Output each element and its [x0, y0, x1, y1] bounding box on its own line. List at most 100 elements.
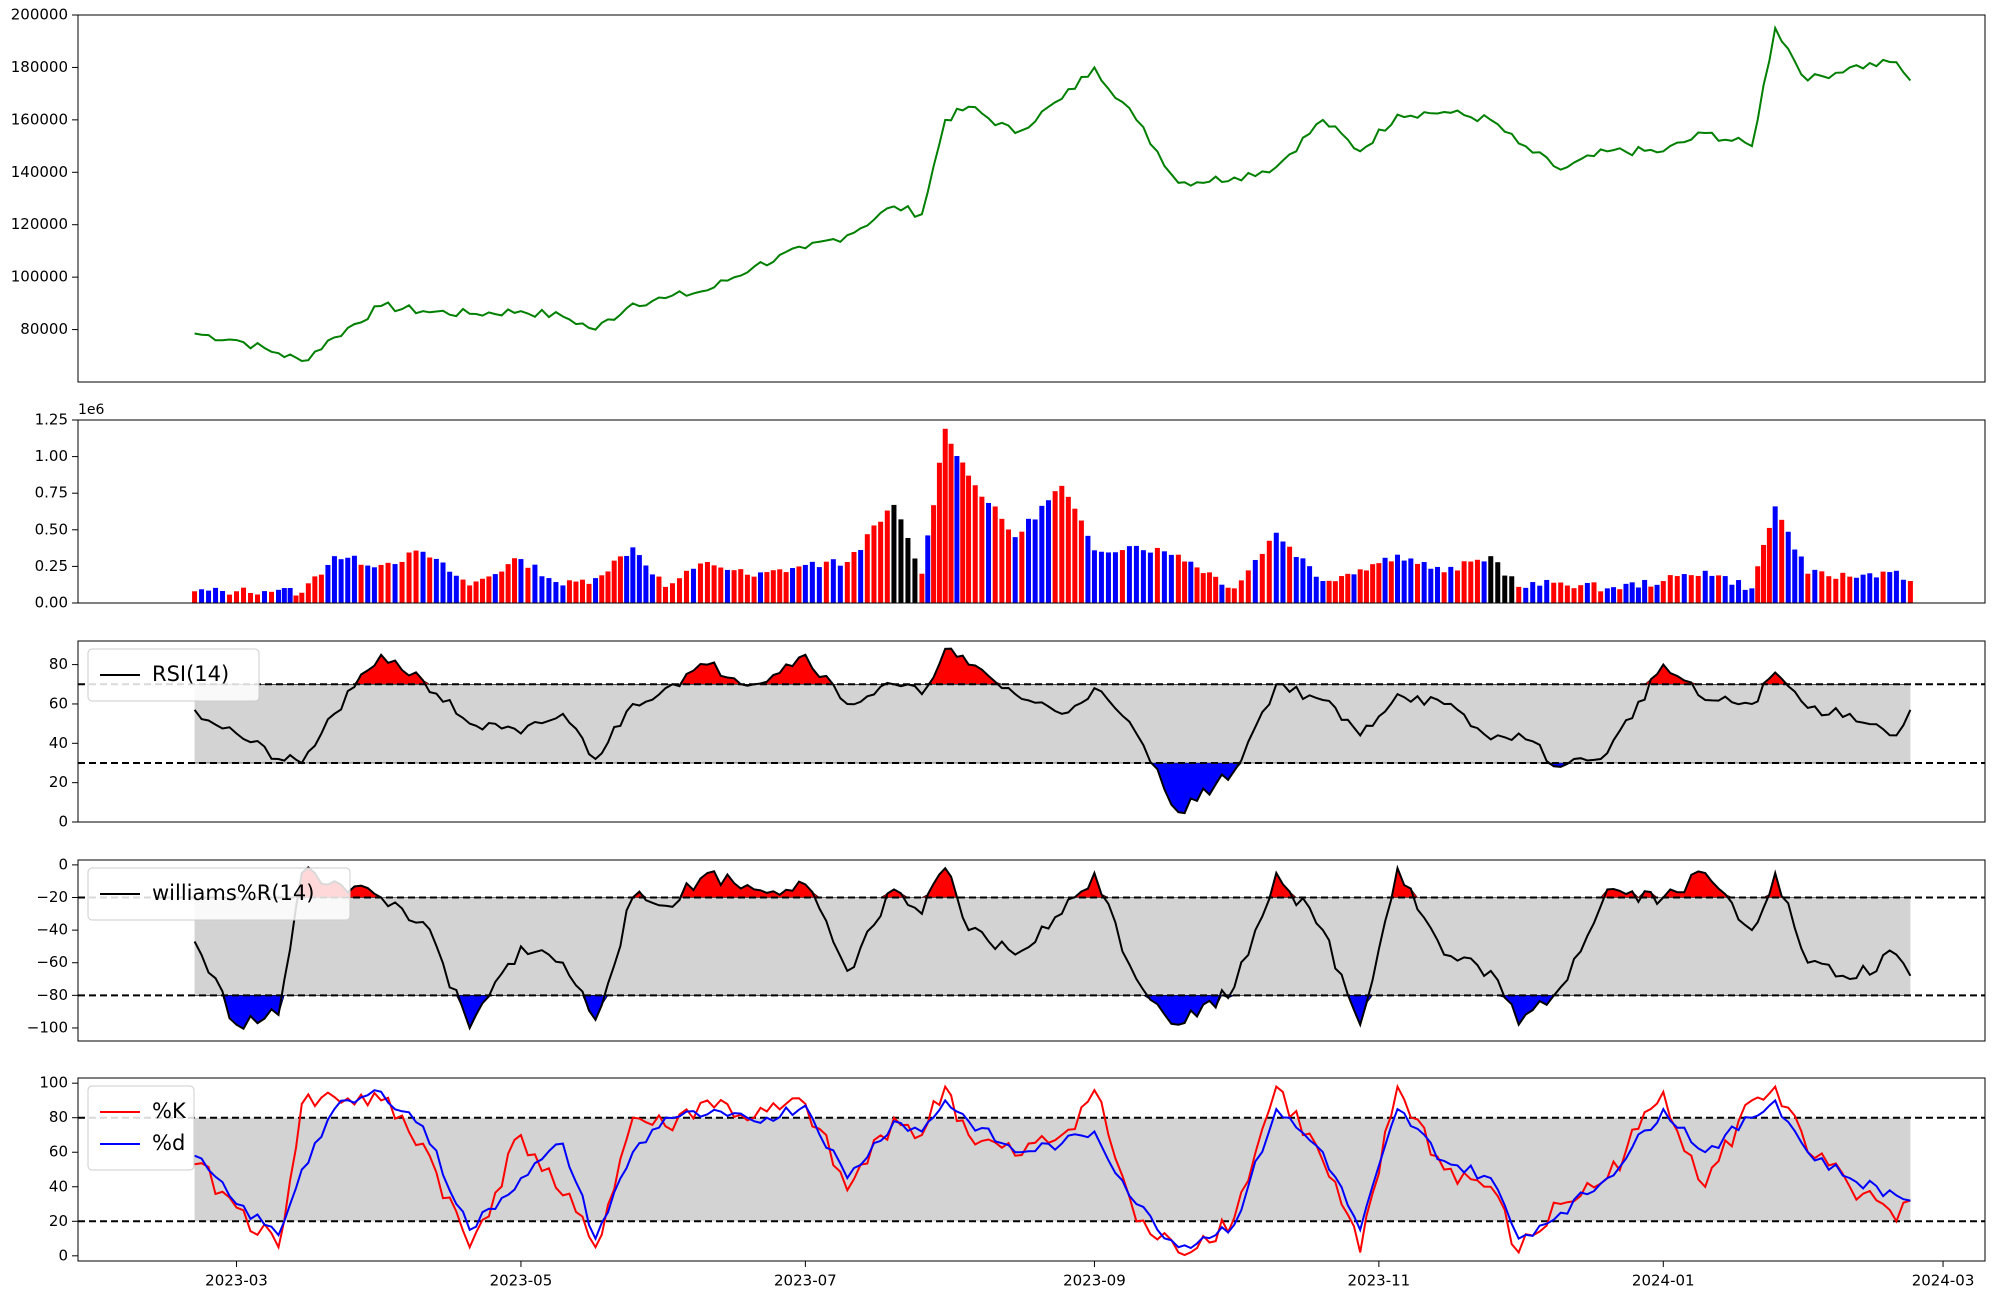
volume-bar — [611, 560, 617, 603]
volume-bar — [1200, 573, 1206, 603]
y-tick-label: 1.25 — [35, 411, 68, 429]
volume-bar — [1188, 561, 1194, 603]
volume-bar — [905, 537, 911, 603]
y-tick-label: 0 — [58, 813, 68, 831]
volume-bar — [960, 462, 966, 603]
volume-bar — [1749, 588, 1755, 603]
volume-bar — [851, 551, 857, 603]
offset-label: 1e6 — [78, 402, 105, 418]
volume-bar — [837, 565, 843, 603]
volume-bar — [630, 547, 636, 603]
volume-bar — [898, 519, 904, 603]
volume-bar — [1736, 580, 1742, 603]
volume-bar — [532, 564, 538, 603]
volume-bar — [345, 557, 351, 603]
volume-bar — [1213, 576, 1219, 603]
volume-bar — [830, 559, 836, 603]
volume-bar — [365, 565, 371, 603]
volume-bar — [1454, 570, 1460, 603]
volume-bar — [1716, 575, 1722, 603]
y-tick-label: 0.50 — [35, 520, 68, 538]
volume-bar — [676, 578, 682, 603]
volume-chart: 0.00 0.25 0.50 0.75 1.00 1.25 1e6 — [35, 402, 1986, 612]
y-tick-label: 180000 — [11, 58, 68, 76]
volume-bar — [1642, 579, 1648, 603]
volume-bar — [1468, 561, 1474, 603]
volume-bar — [1119, 550, 1125, 603]
neutral-band — [194, 1117, 1911, 1222]
price-line — [194, 24, 1912, 363]
volume-bar — [1339, 576, 1345, 603]
volume-bar — [662, 586, 668, 603]
volume-bar — [351, 555, 357, 603]
volume-bar — [1847, 576, 1853, 603]
volume-bar — [731, 570, 737, 603]
volume-bar — [312, 576, 318, 603]
volume-bar — [1273, 532, 1279, 603]
volume-bar — [420, 551, 426, 603]
volume-bar — [1085, 535, 1091, 603]
volume-bar — [979, 496, 985, 603]
y-tick-label: 1.00 — [35, 447, 68, 465]
volume-bar — [871, 525, 877, 603]
volume-bar — [864, 534, 870, 603]
y-tick-label: 100 — [39, 1074, 68, 1092]
axes-frame — [77, 1077, 1986, 1262]
volume-bar — [1729, 584, 1735, 603]
y-tick-label: −80 — [36, 986, 68, 1004]
y-tick-label: 20 — [49, 773, 68, 791]
volume-bar — [1502, 575, 1508, 603]
volume-bar — [718, 567, 724, 603]
volume-bar — [1019, 531, 1025, 603]
volume-bar — [227, 594, 233, 603]
volume-bar — [1395, 554, 1401, 603]
volume-bar — [891, 504, 897, 603]
volume-bar — [1635, 587, 1641, 603]
y-tick-label: 200000 — [11, 6, 68, 24]
volume-bar — [192, 591, 198, 603]
volume-bar — [1039, 505, 1045, 603]
volume-bar — [318, 574, 324, 603]
y-tick-label: 0 — [58, 1246, 68, 1264]
volume-bar — [1280, 541, 1286, 603]
volume-bar — [1598, 591, 1604, 603]
volume-bar — [1026, 518, 1032, 603]
volume-bar — [1091, 550, 1097, 603]
volume-bar — [1792, 549, 1798, 603]
volume-bar — [649, 574, 655, 603]
neutral-band — [194, 897, 1911, 996]
volume-bar — [1584, 582, 1590, 603]
y-tick-label: 0.75 — [35, 484, 68, 502]
volume-bar — [255, 594, 261, 603]
volume-bar — [605, 571, 611, 603]
y-tick-label: 160000 — [11, 110, 68, 128]
volume-bar — [440, 562, 446, 603]
volume-bar — [467, 585, 473, 603]
volume-bar — [1578, 585, 1584, 603]
volume-bar — [1357, 569, 1363, 603]
volume-bar — [711, 565, 717, 603]
volume-bar — [1382, 557, 1388, 603]
volume-bar — [1133, 545, 1139, 603]
volume-bar — [1766, 527, 1772, 603]
x-tick-label: 2024-03 — [1912, 1272, 1975, 1290]
oversold-fill — [194, 994, 1911, 1030]
volume-bar — [1509, 576, 1515, 603]
y-tick-label: 120000 — [11, 215, 68, 233]
y-tick-label: −40 — [36, 921, 68, 939]
volume-bar — [1363, 570, 1369, 603]
volume-bar — [669, 583, 675, 603]
volume-bar — [1840, 572, 1846, 603]
overbought-fill — [194, 648, 1911, 685]
volume-bar — [1147, 552, 1153, 603]
volume-bar — [1591, 582, 1597, 603]
legend-label: %K — [152, 1099, 187, 1123]
volume-bar — [1900, 579, 1906, 603]
y-tick-label: 40 — [49, 734, 68, 752]
volume-bar — [505, 564, 511, 603]
volume-bar — [1544, 579, 1550, 603]
volume-bar — [1052, 491, 1058, 603]
y-tick-label: 100000 — [11, 268, 68, 286]
volume-bar — [617, 556, 623, 603]
